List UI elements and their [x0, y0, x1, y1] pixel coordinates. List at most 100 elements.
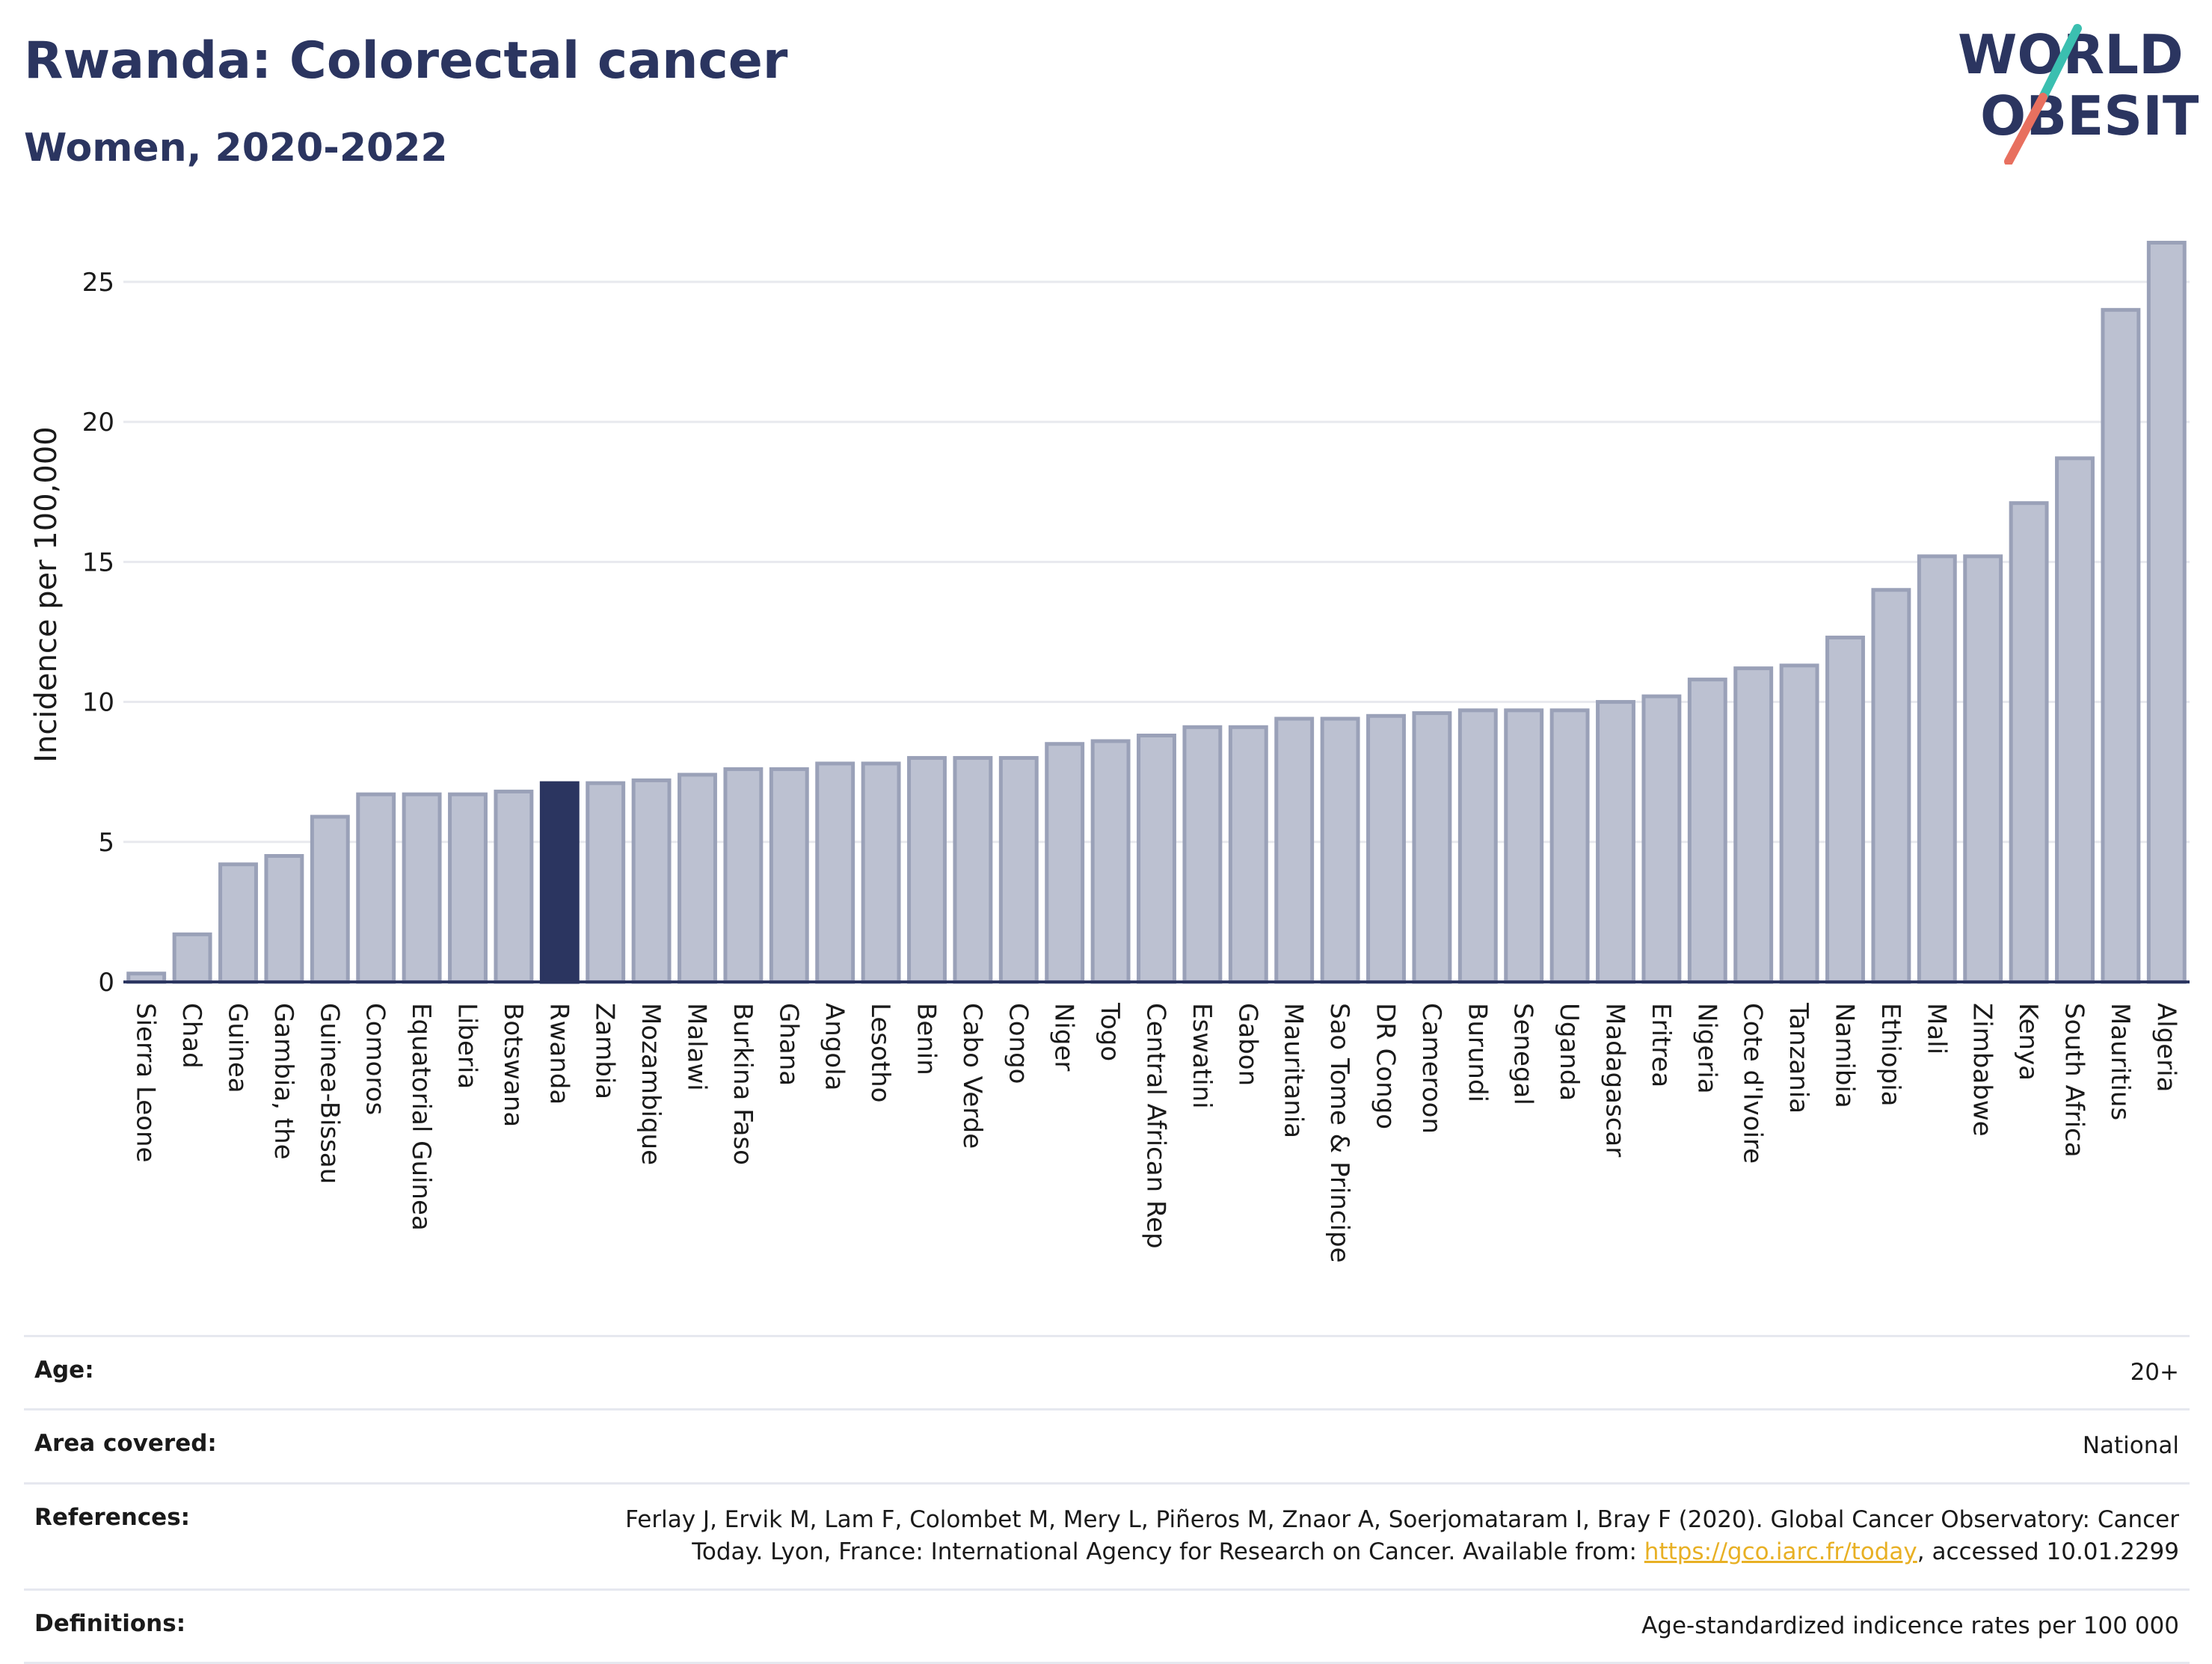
bar-ethiopia[interactable]: [1871, 588, 1911, 984]
x-tick-label: Guinea-Bissau: [314, 1003, 344, 1184]
x-tick-label: Benin: [912, 1003, 941, 1075]
y-tick-label: 20: [82, 408, 114, 438]
bar-gabon[interactable]: [1228, 725, 1268, 984]
bar-senegal[interactable]: [1504, 708, 1544, 984]
y-tick-label: 5: [98, 828, 114, 858]
bar-niger[interactable]: [1045, 742, 1085, 984]
bar-guinea-bissau[interactable]: [310, 814, 350, 984]
bar-burundi[interactable]: [1457, 708, 1498, 984]
x-tick-label: Senegal: [1508, 1003, 1538, 1105]
x-tick-label: Nigeria: [1692, 1003, 1721, 1094]
x-tick-label: Angola: [820, 1003, 850, 1090]
bar-mozambique[interactable]: [631, 778, 672, 984]
x-tick-label: Mozambique: [636, 1003, 666, 1165]
bar-kenya[interactable]: [2009, 501, 2049, 984]
bar-chad[interactable]: [172, 932, 212, 984]
x-tick-label: Botswana: [498, 1003, 528, 1127]
x-tick-label: Togo: [1095, 1002, 1125, 1061]
bar-zambia[interactable]: [586, 781, 626, 984]
logo-stroke-bottom: [2004, 93, 2047, 165]
bar-central-african-rep[interactable]: [1137, 733, 1176, 984]
bar-south-africa[interactable]: [2055, 456, 2095, 984]
bar-angola[interactable]: [815, 761, 855, 984]
bar-cameroon[interactable]: [1412, 711, 1452, 984]
bar-cabo-verde[interactable]: [953, 755, 993, 984]
bar-namibia[interactable]: [1825, 635, 1865, 984]
bar-sao-tome-principe[interactable]: [1320, 716, 1360, 984]
x-tick-label: Gabon: [1232, 1003, 1262, 1086]
bar-mali[interactable]: [1917, 554, 1957, 984]
x-tick-label: Guinea: [223, 1003, 253, 1093]
x-tick-label: Mauritania: [1279, 1003, 1309, 1138]
info-row-references: References: Ferlay J, Ervik M, Lam F, Co…: [24, 1482, 2190, 1588]
info-table: Age: 20+ Area covered: National Referenc…: [24, 1335, 2190, 1664]
reference-accessed: , accessed 10.01.2299: [1917, 1538, 2179, 1566]
world-obesity-logo: WORLD OBESITY: [1958, 23, 2199, 165]
x-tick-label: Eswatini: [1187, 1003, 1217, 1109]
x-tick-label: Namibia: [1830, 1003, 1860, 1108]
info-row-definitions: Definitions: Age-standardized indicence …: [24, 1588, 2190, 1664]
reference-text: Ferlay J, Ervik M, Lam F, Colombet M, Me…: [625, 1505, 2179, 1566]
bar-rwanda[interactable]: [539, 781, 580, 984]
info-row-area: Area covered: National: [24, 1408, 2190, 1482]
bar-ghana[interactable]: [769, 767, 809, 984]
x-tick-label: Malawi: [682, 1003, 712, 1091]
x-tick-label: Liberia: [452, 1003, 482, 1089]
x-tick-label: Gambia, the: [268, 1003, 298, 1160]
x-tick-label: Zimbabwe: [1967, 1003, 1997, 1137]
x-tick-label: Cabo Verde: [957, 1003, 987, 1149]
bar-chart: Incidence per 100,000 0 5 10 15 20 25 Sierra L…: [29, 240, 2190, 1263]
bar-eritrea[interactable]: [1641, 694, 1682, 984]
bar-burkina-faso[interactable]: [723, 767, 764, 984]
x-tick-label: Algeria: [2151, 1003, 2181, 1092]
x-tick-label: Burkina Faso: [728, 1003, 758, 1165]
x-tick-label: Congo: [1003, 1003, 1033, 1084]
bar-comoros[interactable]: [356, 792, 396, 984]
bar-mauritania[interactable]: [1274, 716, 1315, 984]
label-layer: 0 5 10 15 20 25 Sierra Leone Chad Guinea Gambia, …: [82, 268, 2181, 1263]
chart-title: Rwanda: Colorectal cancer: [24, 31, 788, 90]
y-tick-label: 25: [82, 268, 114, 298]
bar-zimbabwe[interactable]: [1963, 554, 2003, 984]
logo-line2: OBESITY: [1980, 85, 2199, 147]
x-tick-label: Cote d'Ivoire: [1738, 1003, 1768, 1164]
bar-malawi[interactable]: [678, 773, 717, 984]
bar-togo[interactable]: [1090, 739, 1131, 984]
bar-congo[interactable]: [998, 755, 1039, 984]
bar-benin[interactable]: [907, 755, 947, 984]
x-tick-label: Mali: [1921, 1003, 1951, 1054]
x-tick-label: Madagascar: [1600, 1003, 1630, 1157]
x-tick-label: Comoros: [360, 1003, 390, 1115]
bar-uganda[interactable]: [1549, 708, 1590, 984]
bar-dr-congo[interactable]: [1366, 713, 1406, 984]
x-tick-label: Equatorial Guinea: [406, 1003, 436, 1231]
bar-lesotho[interactable]: [861, 761, 901, 984]
x-tick-label: Sierra Leone: [131, 1003, 161, 1162]
info-label-definitions: Definitions:: [34, 1609, 186, 1637]
y-tick-label: 10: [82, 688, 114, 718]
x-tick-label: Zambia: [590, 1003, 620, 1099]
chart-subtitle: Women, 2020-2022: [24, 126, 448, 171]
x-tick-label: Tanzania: [1784, 1002, 1813, 1114]
x-tick-label: Cameroon: [1416, 1003, 1446, 1134]
x-tick-label: Chad: [176, 1003, 206, 1069]
bar-nigeria[interactable]: [1687, 678, 1727, 984]
bar-liberia[interactable]: [448, 792, 488, 984]
x-tick-label: Ghana: [773, 1003, 803, 1086]
bar-botswana[interactable]: [494, 789, 534, 984]
info-value-definitions: Age-standardized indicence rates per 100…: [1641, 1612, 2179, 1639]
bar-madagascar[interactable]: [1596, 700, 1635, 984]
bar-equatorial-guinea[interactable]: [402, 792, 442, 984]
info-row-age: Age: 20+: [24, 1335, 2190, 1408]
bar-guinea[interactable]: [218, 862, 258, 984]
x-tick-label: Lesotho: [865, 1003, 895, 1102]
reference-link[interactable]: https://gco.iarc.fr/today: [1644, 1538, 1917, 1566]
y-tick-label: 15: [82, 547, 114, 577]
bar-gambia-the[interactable]: [264, 854, 304, 984]
bar-mauritius[interactable]: [2101, 307, 2141, 984]
bar-tanzania[interactable]: [1779, 663, 1819, 984]
bar-eswatini[interactable]: [1182, 725, 1223, 984]
x-tick-label: Niger: [1049, 1003, 1079, 1071]
bar-algeria[interactable]: [2146, 240, 2187, 984]
bar-cote-d-ivoire[interactable]: [1733, 666, 1774, 984]
